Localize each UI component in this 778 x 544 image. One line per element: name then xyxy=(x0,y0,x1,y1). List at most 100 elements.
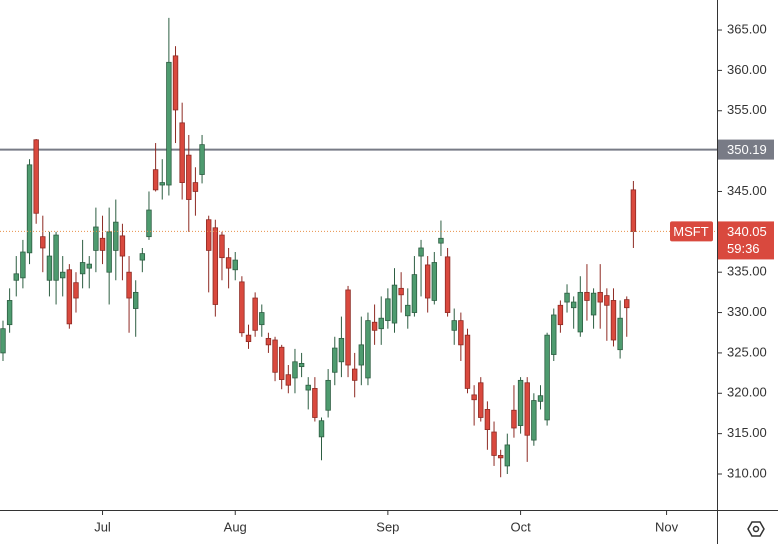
candle-body xyxy=(278,346,285,380)
candle-body xyxy=(239,281,245,334)
candle-body xyxy=(272,339,278,373)
last-price-box xyxy=(718,221,774,260)
candle-body xyxy=(325,379,331,411)
candle-body xyxy=(597,291,603,303)
candle-body xyxy=(245,334,252,343)
candle-body xyxy=(431,262,438,301)
candle-body xyxy=(205,219,212,251)
candle-body xyxy=(385,298,391,322)
candle-body xyxy=(285,374,292,386)
candle-body xyxy=(86,263,92,269)
candle-body xyxy=(398,287,404,296)
candle-body xyxy=(378,317,384,330)
candle-body xyxy=(219,234,225,259)
candle-body xyxy=(617,317,623,351)
candle-body xyxy=(26,164,33,254)
x-tick-label: Aug xyxy=(224,519,247,534)
candle-body xyxy=(544,334,550,421)
candle-body xyxy=(557,304,564,326)
y-tick-label: 355.00 xyxy=(727,102,767,117)
candle-body xyxy=(405,304,411,317)
candle-body xyxy=(531,400,537,441)
candle-body xyxy=(172,55,179,111)
candle-body xyxy=(458,320,464,346)
candle-body xyxy=(298,363,305,368)
settings-icon[interactable] xyxy=(747,521,765,537)
candle-body xyxy=(504,444,511,467)
candle-body xyxy=(265,337,272,346)
y-tick-label: 330.00 xyxy=(727,304,767,319)
candle-body xyxy=(259,312,265,326)
candle-body xyxy=(610,300,617,341)
candle-body xyxy=(351,368,358,381)
candle-body xyxy=(524,382,530,436)
candle-body xyxy=(444,256,451,313)
candle-body xyxy=(212,227,219,305)
candle-body xyxy=(99,237,106,251)
candle-body xyxy=(551,314,557,355)
candle-body xyxy=(126,271,132,299)
candle-body xyxy=(186,154,192,200)
candle-body xyxy=(0,328,6,354)
y-tick-label: 315.00 xyxy=(727,425,767,440)
candle-body xyxy=(418,247,424,257)
candle-body xyxy=(53,234,59,281)
candle-body xyxy=(66,269,73,325)
candle-body xyxy=(133,291,139,309)
last-price-label: 340.05 xyxy=(727,224,767,239)
candle-body xyxy=(570,301,577,309)
candle-body xyxy=(391,284,398,324)
candle-body xyxy=(438,237,444,244)
candle-body xyxy=(484,409,491,431)
x-tick-label: Oct xyxy=(510,519,531,534)
candle-body xyxy=(497,455,504,459)
y-tick-label: 365.00 xyxy=(727,21,767,36)
candle-body xyxy=(590,292,597,316)
candle-body xyxy=(232,259,238,271)
hexagon-dot[interactable] xyxy=(752,525,760,533)
candle-body xyxy=(93,226,99,251)
candle-body xyxy=(20,251,26,279)
candle-body xyxy=(159,182,165,186)
candle-body xyxy=(73,282,79,299)
candle-body xyxy=(33,139,39,214)
candle-body xyxy=(345,289,351,366)
hexagon[interactable] xyxy=(747,521,765,537)
candle-body xyxy=(365,320,371,379)
candle-body xyxy=(46,255,53,281)
candle-body xyxy=(119,235,126,257)
candle-body xyxy=(577,291,584,333)
candle-body xyxy=(491,431,497,456)
candle-body xyxy=(517,379,524,426)
candle-body xyxy=(179,122,185,183)
candle-body xyxy=(537,395,544,402)
candle-body xyxy=(630,189,637,232)
y-tick-label: 335.00 xyxy=(727,264,767,279)
candle-body xyxy=(146,209,152,238)
horizontal-line-label: 350.19 xyxy=(727,142,767,157)
candle-body xyxy=(152,169,159,191)
candle-body xyxy=(371,321,378,331)
candle-body xyxy=(106,231,112,273)
candle-body xyxy=(60,271,66,279)
candle-body xyxy=(411,274,418,313)
horizontal-line-label-box xyxy=(718,139,774,160)
x-tick-label: Nov xyxy=(655,519,679,534)
candle-body xyxy=(471,394,477,401)
candle-body xyxy=(451,320,457,331)
candle-body xyxy=(292,361,298,379)
candle-body xyxy=(332,347,338,373)
candle-body xyxy=(13,273,19,281)
candle-body xyxy=(192,182,199,192)
candle-body xyxy=(225,257,232,269)
candle-body xyxy=(79,262,86,275)
y-tick-label: 320.00 xyxy=(727,385,767,400)
candle-body xyxy=(6,300,13,326)
candle-body xyxy=(113,221,119,251)
candle-body xyxy=(252,297,258,331)
candle-body xyxy=(358,344,365,366)
candle-body xyxy=(318,420,325,438)
candle-body xyxy=(584,291,590,301)
candle-body xyxy=(564,292,570,303)
candle-body xyxy=(511,409,517,429)
